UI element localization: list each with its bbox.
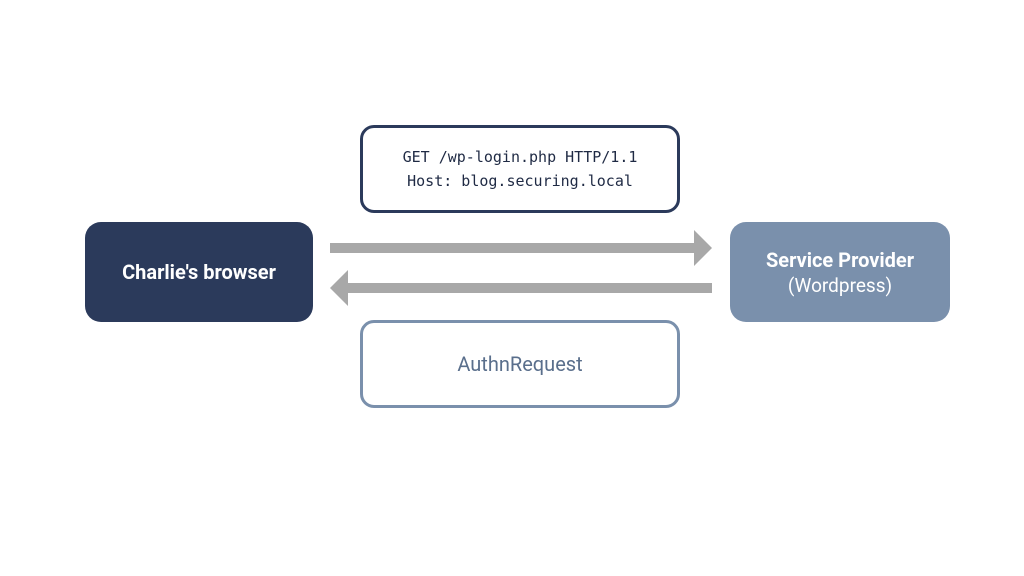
node-browser-label: Charlie's browser (122, 260, 276, 284)
arrow-head-icon (330, 270, 348, 306)
node-sp-title: Service Provider (766, 248, 914, 272)
authn-request-label: AuthnRequest (457, 352, 582, 376)
arrow-line (330, 243, 694, 253)
arrow-line (348, 283, 712, 293)
http-request-line-2: Host: blog.securing.local (407, 169, 633, 193)
node-authn-request: AuthnRequest (360, 320, 680, 408)
diagram-canvas: Charlie's browser Service Provider (Word… (0, 0, 1024, 576)
node-http-request: GET /wp-login.php HTTP/1.1 Host: blog.se… (360, 125, 680, 213)
node-sp-subtitle: (Wordpress) (788, 274, 892, 297)
node-browser: Charlie's browser (85, 222, 313, 322)
http-request-line-1: GET /wp-login.php HTTP/1.1 (403, 145, 638, 169)
arrow-head-icon (694, 230, 712, 266)
node-service-provider: Service Provider (Wordpress) (730, 222, 950, 322)
